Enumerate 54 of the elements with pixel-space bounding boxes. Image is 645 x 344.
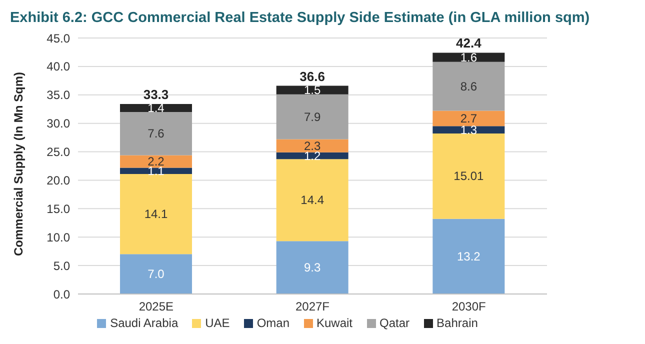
data-label: 13.2	[456, 249, 481, 264]
bar	[120, 168, 192, 174]
bar	[276, 86, 348, 94]
data-label: 8.6	[460, 79, 478, 94]
y-tick-label: 35.0	[46, 88, 70, 102]
y-tick-label: 40.0	[46, 60, 70, 74]
y-tick-label: 45.0	[46, 31, 70, 46]
chart-title: Exhibit 6.2: GCC Commercial Real Estate Supply Side Estimate (in GLA million sqm)	[9, 9, 591, 28]
bar	[432, 126, 505, 134]
y-tick-label: 15.0	[46, 202, 70, 216]
data-label: 1.3	[460, 122, 478, 137]
x-tick-label: 2030F	[452, 300, 486, 314]
data-label: 1.6	[460, 50, 478, 64]
bar	[276, 159, 348, 242]
bar	[432, 52, 505, 62]
legend-label: UAE	[204, 316, 230, 330]
data-label: 1.5	[304, 83, 321, 98]
bar	[120, 174, 192, 254]
bar	[276, 241, 348, 294]
bar	[120, 155, 192, 168]
data-label: 7.6	[148, 126, 165, 141]
y-tick-label: 20.0	[46, 173, 70, 188]
legend-label: Qatar	[378, 316, 410, 330]
y-tick-label: 5.0	[53, 258, 70, 273]
bar	[120, 112, 192, 156]
x-tick-label: 2025E	[138, 300, 174, 314]
bar	[432, 134, 505, 219]
legend-label: Bahrain	[436, 316, 478, 330]
bar	[432, 110, 505, 126]
x-tick-label: 2027F	[295, 300, 330, 314]
data-label: 15.01	[454, 169, 484, 184]
total-label: 42.4	[456, 36, 482, 51]
data-label: 14.4	[300, 193, 324, 208]
data-label: 14.1	[144, 207, 168, 222]
data-label: 7.9	[304, 110, 321, 124]
total-label: 36.6	[300, 68, 325, 84]
bar	[432, 218, 505, 294]
bar	[432, 62, 505, 111]
bar	[120, 254, 192, 294]
bar	[120, 104, 192, 112]
y-axis-title: Commercial Supply (In Mn Sqm)	[11, 72, 26, 256]
bar	[276, 94, 348, 140]
data-label: 9.3	[304, 260, 321, 275]
legend-label: Oman	[256, 316, 290, 330]
y-tick-label: 10.0	[46, 230, 70, 244]
data-label: 7.0	[148, 267, 165, 282]
total-label: 33.3	[143, 86, 169, 102]
y-tick-label: 0.0	[53, 287, 70, 302]
legend-label: Kuwait	[316, 316, 353, 330]
data-label: 2.7	[460, 111, 478, 126]
y-tick-label: 25.0	[46, 145, 70, 160]
legend-label: Saudi Arabia	[109, 316, 178, 330]
data-label: 1.4	[148, 100, 165, 115]
y-tick-label: 30.0	[46, 116, 70, 131]
